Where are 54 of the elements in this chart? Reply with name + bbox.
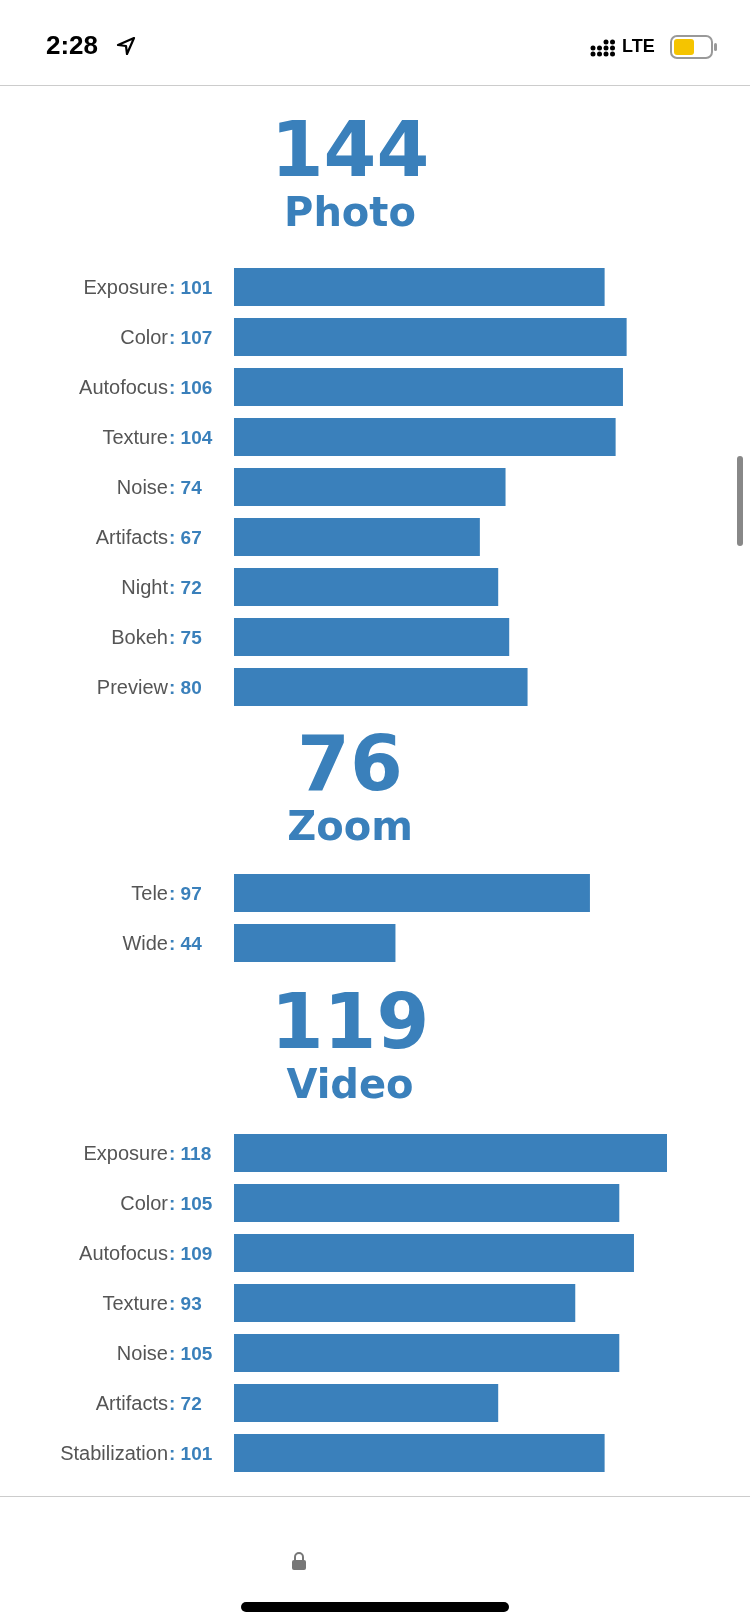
y-tick-label: Noise	[116, 476, 168, 498]
data-label: : 80	[169, 677, 202, 698]
data-label: : 118	[169, 1143, 212, 1164]
bar	[234, 618, 510, 656]
y-tick-label: Bokeh	[111, 626, 168, 648]
bar	[234, 368, 623, 406]
y-tick-label: Tele	[131, 882, 168, 904]
bar	[234, 1134, 667, 1172]
bar	[234, 518, 480, 556]
text: 2:28	[46, 30, 99, 61]
bar	[234, 1284, 576, 1322]
bar	[234, 1184, 620, 1222]
data-label: : 101	[169, 1443, 213, 1464]
bar	[234, 418, 616, 456]
bar	[234, 668, 528, 706]
y-tick-label: Exposure	[83, 276, 168, 298]
data-label: : 107	[169, 327, 213, 348]
data-label: : 75	[169, 627, 203, 648]
data-label: : 105	[169, 1193, 213, 1214]
bar	[234, 1334, 620, 1372]
text: LTE	[622, 36, 655, 57]
data-label: : 74	[169, 477, 203, 498]
bar	[234, 1434, 605, 1472]
y-tick-label: Wide	[122, 932, 168, 954]
data-label: : 44	[169, 933, 203, 954]
y-tick-label: Exposure	[83, 1142, 168, 1164]
data-label: : 72	[169, 1393, 202, 1414]
data-label: : 72	[169, 577, 202, 598]
y-tick-label: Color	[120, 326, 169, 348]
y-tick-label: Artifacts	[95, 1392, 168, 1414]
y-tick-label: Night	[121, 576, 169, 598]
data-label: : 93	[169, 1293, 202, 1314]
y-tick-label: Texture	[102, 426, 168, 448]
data-label: : 105	[169, 1343, 213, 1364]
data-label: : 67	[169, 527, 202, 548]
data-label: : 97	[169, 883, 202, 904]
y-tick-label: Noise	[116, 1342, 168, 1364]
y-tick-label: Preview	[96, 676, 169, 698]
y-tick-label: Autofocus	[79, 1242, 168, 1264]
data-label: : 104	[169, 427, 213, 448]
bar	[234, 318, 627, 356]
bar	[234, 1234, 634, 1272]
y-tick-label: Artifacts	[95, 526, 168, 548]
bar	[234, 568, 499, 606]
bar	[234, 268, 605, 306]
bar	[234, 468, 506, 506]
data-label: : 101	[169, 277, 213, 298]
data-label: : 109	[169, 1243, 213, 1264]
y-tick-label: Color	[120, 1192, 169, 1214]
bar	[234, 1384, 499, 1422]
y-tick-label: Stabilization	[60, 1442, 168, 1464]
y-tick-label: Autofocus	[79, 376, 168, 398]
data-label: : 106	[169, 377, 213, 398]
y-tick-label: Texture	[102, 1292, 168, 1314]
